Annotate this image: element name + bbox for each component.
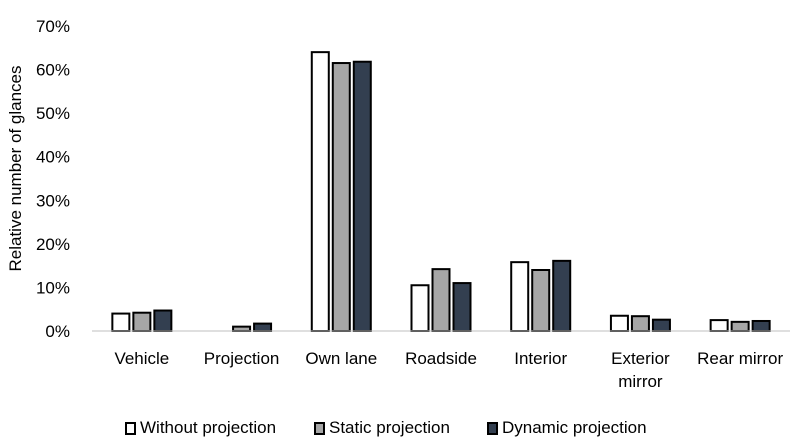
category-labels: Vehicle Projection Own lane Roadside Interio… <box>114 349 783 391</box>
bar-without-projection <box>510 261 530 332</box>
category-label: Own lane <box>305 349 377 368</box>
bar-dynamic-projection <box>352 60 372 332</box>
bar-without-projection <box>410 284 430 332</box>
y-tick-label: 20% <box>36 235 70 254</box>
y-tick-label: 50% <box>36 104 70 123</box>
category-label: Exterior <box>611 349 670 368</box>
bar-static-projection <box>531 269 551 332</box>
legend-label: Static projection <box>329 418 450 437</box>
bar-static-projection <box>630 315 650 332</box>
y-axis-ticks: 0% 10% 20% 30% 40% 50% 60% 70% <box>36 17 70 341</box>
y-tick-label: 40% <box>36 148 70 167</box>
legend-swatch <box>125 421 136 435</box>
bar-chart: Relative number of glances 0% 10% 20% 30% 40… <box>6 17 790 391</box>
category-label: Rear mirror <box>697 349 783 368</box>
bar-dynamic-projection <box>253 322 273 333</box>
bar-without-projection <box>310 51 330 333</box>
legend-label: Dynamic projection <box>502 418 647 437</box>
bar-without-projection <box>609 314 629 332</box>
bar-static-projection <box>431 268 451 332</box>
bar-static-projection <box>132 311 152 333</box>
bar-dynamic-projection <box>552 259 572 333</box>
bar-static-projection <box>331 62 351 333</box>
bar-without-projection <box>709 319 729 333</box>
bar-dynamic-projection <box>452 282 472 333</box>
bar-dynamic-projection <box>751 319 771 333</box>
category-label: Roadside <box>405 349 477 368</box>
legend-item: Without projection <box>125 418 276 438</box>
bar-dynamic-projection <box>651 318 671 332</box>
legend: Without projection Static projection Dynam… <box>0 418 792 444</box>
category-label: mirror <box>618 372 663 391</box>
y-axis-title-group: Relative number of glances <box>6 65 25 271</box>
y-tick-label: 70% <box>36 17 70 36</box>
legend-swatch <box>314 421 325 435</box>
category-label: Vehicle <box>114 349 169 368</box>
bar-static-projection <box>730 320 750 333</box>
legend-label: Without projection <box>140 418 277 437</box>
bar-dynamic-projection <box>153 309 173 332</box>
y-tick-label: 10% <box>36 278 70 297</box>
bar-static-projection <box>232 325 252 332</box>
legend-item: Static projection <box>314 418 450 438</box>
y-axis-title: Relative number of glances <box>6 65 25 271</box>
legend-item: Dynamic projection <box>487 418 647 438</box>
category-label: Projection <box>204 349 280 368</box>
y-tick-label: 60% <box>36 61 70 80</box>
bars <box>111 51 771 333</box>
y-tick-label: 0% <box>45 322 70 341</box>
legend-swatch <box>487 421 498 435</box>
bar-without-projection <box>111 312 131 333</box>
y-tick-label: 30% <box>36 191 70 210</box>
category-label: Interior <box>514 349 567 368</box>
